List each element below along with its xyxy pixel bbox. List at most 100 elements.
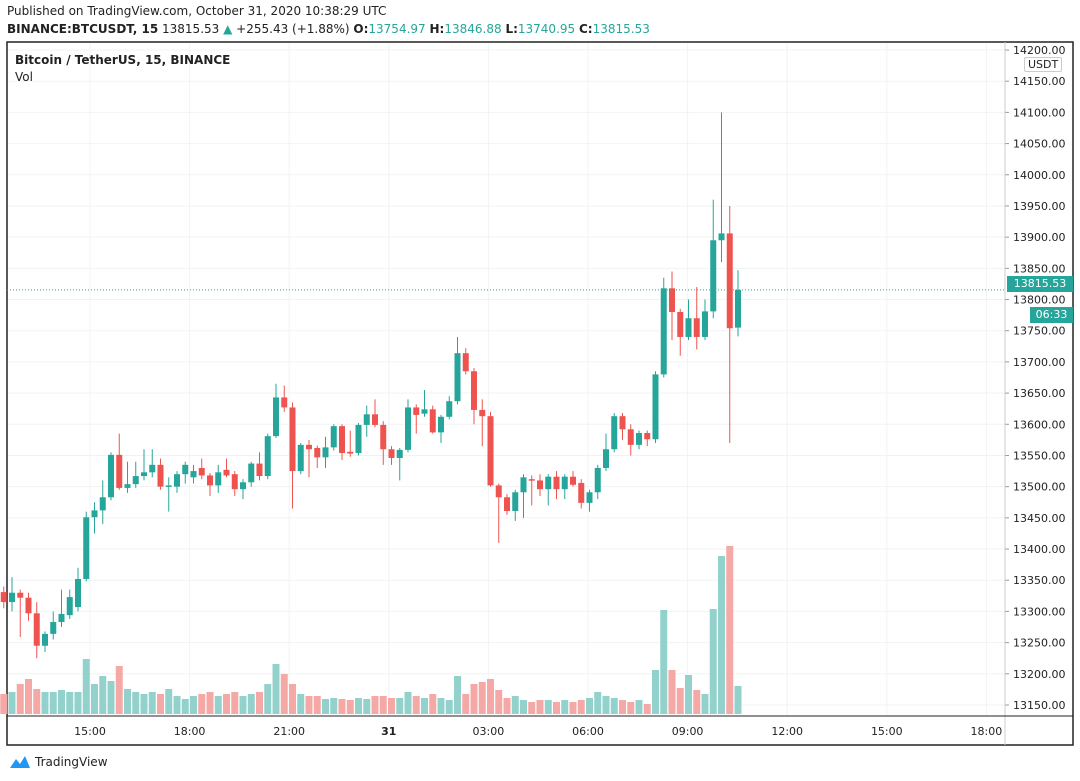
volume-bar bbox=[140, 694, 148, 714]
volume-bar bbox=[701, 694, 709, 714]
candle-up bbox=[438, 416, 444, 433]
candle-down bbox=[471, 371, 477, 410]
volume-bar bbox=[25, 679, 32, 714]
volume-bar bbox=[503, 698, 511, 714]
low-value: 13740.95 bbox=[517, 22, 576, 36]
volume-bar bbox=[148, 692, 156, 714]
candle-down bbox=[388, 449, 395, 458]
y-tick-label: 13750.00 bbox=[1013, 325, 1066, 338]
volume-bar bbox=[577, 700, 585, 714]
candle-up bbox=[512, 492, 519, 511]
y-tick-label: 13450.00 bbox=[1013, 512, 1066, 525]
candle-up bbox=[718, 233, 725, 241]
volume-bar bbox=[346, 700, 354, 714]
volume-bar bbox=[313, 696, 321, 714]
x-tick-label: 12:00 bbox=[771, 725, 803, 738]
candle-down bbox=[157, 464, 164, 487]
volume-bar bbox=[198, 694, 206, 714]
candle-up bbox=[66, 597, 73, 616]
candle-down bbox=[306, 444, 312, 450]
candle-down bbox=[231, 474, 238, 490]
chart-border bbox=[6, 41, 1074, 746]
candle-up bbox=[330, 426, 337, 448]
candle-down bbox=[726, 233, 733, 329]
candle-up bbox=[132, 476, 139, 485]
candle-up bbox=[108, 454, 114, 498]
candle-down bbox=[314, 447, 321, 458]
y-tick-label: 14050.00 bbox=[1013, 138, 1066, 151]
candle-up bbox=[50, 622, 57, 634]
candle-down bbox=[504, 497, 510, 511]
volume-bar bbox=[693, 690, 701, 714]
candle-down bbox=[198, 467, 205, 476]
y-tick-label: 13150.00 bbox=[1013, 699, 1066, 712]
volume-bar bbox=[685, 675, 692, 714]
volume-bar bbox=[602, 696, 610, 714]
candle-up bbox=[586, 492, 593, 503]
volume-bar bbox=[462, 694, 470, 714]
y-tick-label: 13800.00 bbox=[1013, 294, 1066, 307]
volume-bar bbox=[429, 694, 437, 714]
candle-up bbox=[124, 484, 131, 488]
volume-bar bbox=[231, 692, 239, 714]
candle-down bbox=[223, 469, 230, 476]
candle-down bbox=[578, 482, 585, 503]
candle-up bbox=[75, 578, 81, 608]
candle-down bbox=[669, 288, 675, 312]
volume-bar bbox=[289, 684, 296, 714]
candle-down bbox=[116, 454, 123, 488]
currency-badge[interactable]: USDT bbox=[1024, 57, 1063, 72]
volume-bar bbox=[190, 696, 197, 714]
volume-bar bbox=[91, 684, 98, 714]
y-tick-label: 13650.00 bbox=[1013, 387, 1066, 400]
volume-bar bbox=[412, 696, 420, 714]
volume-bar bbox=[586, 698, 593, 714]
candle-down bbox=[570, 476, 576, 485]
candle-down bbox=[462, 353, 469, 372]
y-tick-label: 13850.00 bbox=[1013, 262, 1066, 275]
candle-down bbox=[207, 475, 213, 486]
volume-bar bbox=[99, 676, 107, 714]
volume-bar bbox=[396, 698, 404, 714]
x-tick-label: 31 bbox=[381, 725, 396, 738]
volume-bar bbox=[487, 679, 494, 714]
tradingview-footer[interactable]: TradingView bbox=[9, 754, 108, 770]
candle-down bbox=[372, 414, 378, 425]
volume-bar bbox=[33, 689, 41, 714]
candle-up bbox=[603, 449, 609, 468]
volume-bar bbox=[0, 694, 8, 714]
candle-down bbox=[17, 592, 24, 598]
candle-up bbox=[660, 288, 667, 375]
candle-up bbox=[396, 449, 403, 458]
tradingview-logo-icon bbox=[10, 756, 30, 768]
volume-bar bbox=[157, 694, 164, 714]
volume-bar bbox=[478, 682, 486, 714]
candle-up bbox=[190, 471, 197, 478]
candle-down bbox=[33, 613, 40, 646]
candle-down bbox=[429, 409, 436, 433]
y-tick-label: 13600.00 bbox=[1013, 418, 1066, 431]
candle-down bbox=[339, 426, 345, 453]
candle-up bbox=[421, 409, 428, 414]
high-value: 13846.88 bbox=[444, 22, 502, 36]
candle-down bbox=[479, 409, 486, 417]
volume-bar bbox=[124, 689, 131, 714]
volume-bar bbox=[107, 681, 115, 714]
candle-down bbox=[619, 416, 626, 430]
candle-up bbox=[520, 477, 527, 493]
volume-bar bbox=[223, 694, 230, 714]
volume-bar bbox=[330, 698, 338, 714]
volume-bar bbox=[206, 692, 214, 714]
candle-down bbox=[693, 318, 700, 337]
low-label: L: bbox=[505, 22, 518, 36]
candle-up bbox=[685, 318, 692, 337]
volume-bar bbox=[445, 700, 453, 714]
price-change: +255.43 (+1.88%) bbox=[236, 22, 350, 36]
volume-bar bbox=[49, 692, 57, 714]
candle-down bbox=[256, 463, 263, 477]
volume-bar bbox=[355, 698, 362, 714]
candle-up bbox=[297, 444, 304, 472]
volume-bar bbox=[635, 700, 643, 714]
candle-down bbox=[25, 597, 32, 614]
